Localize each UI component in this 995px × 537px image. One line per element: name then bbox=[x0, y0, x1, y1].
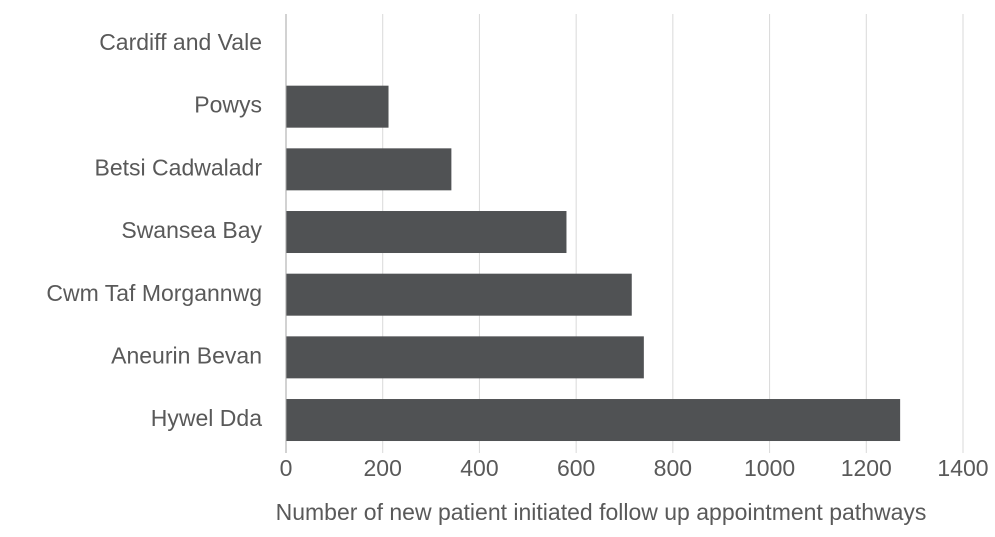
x-tick-labels: 0 200 400 600 800 1000 1200 1400 bbox=[280, 455, 989, 481]
x-tick-label: 200 bbox=[364, 455, 402, 481]
bars bbox=[286, 85, 901, 442]
bar bbox=[286, 273, 632, 316]
bar bbox=[286, 148, 452, 191]
bar bbox=[286, 211, 567, 254]
x-tick-label: 800 bbox=[654, 455, 692, 481]
x-tick-label: 1000 bbox=[744, 455, 795, 481]
category-label: Powys bbox=[194, 92, 262, 118]
category-label: Aneurin Bevan bbox=[111, 342, 262, 368]
x-tick-label: 600 bbox=[557, 455, 595, 481]
gridlines bbox=[382, 14, 964, 453]
category-label: Cwm Taf Morgannwg bbox=[46, 280, 262, 306]
x-tick-label: 1200 bbox=[841, 455, 892, 481]
bar bbox=[286, 399, 901, 442]
x-axis-title: Number of new patient initiated follow u… bbox=[276, 499, 927, 525]
bar bbox=[286, 85, 389, 128]
category-labels: Cardiff and Vale Powys Betsi Cadwaladr Swan… bbox=[46, 29, 262, 431]
category-label: Hywel Dda bbox=[151, 405, 262, 431]
x-tick-label: 1400 bbox=[937, 455, 988, 481]
bar bbox=[286, 336, 644, 379]
category-label: Betsi Cadwaladr bbox=[95, 154, 263, 180]
x-tick-label: 0 bbox=[280, 455, 293, 481]
category-label: Cardiff and Vale bbox=[99, 29, 262, 55]
x-tick-label: 400 bbox=[460, 455, 498, 481]
category-label: Swansea Bay bbox=[121, 217, 262, 243]
